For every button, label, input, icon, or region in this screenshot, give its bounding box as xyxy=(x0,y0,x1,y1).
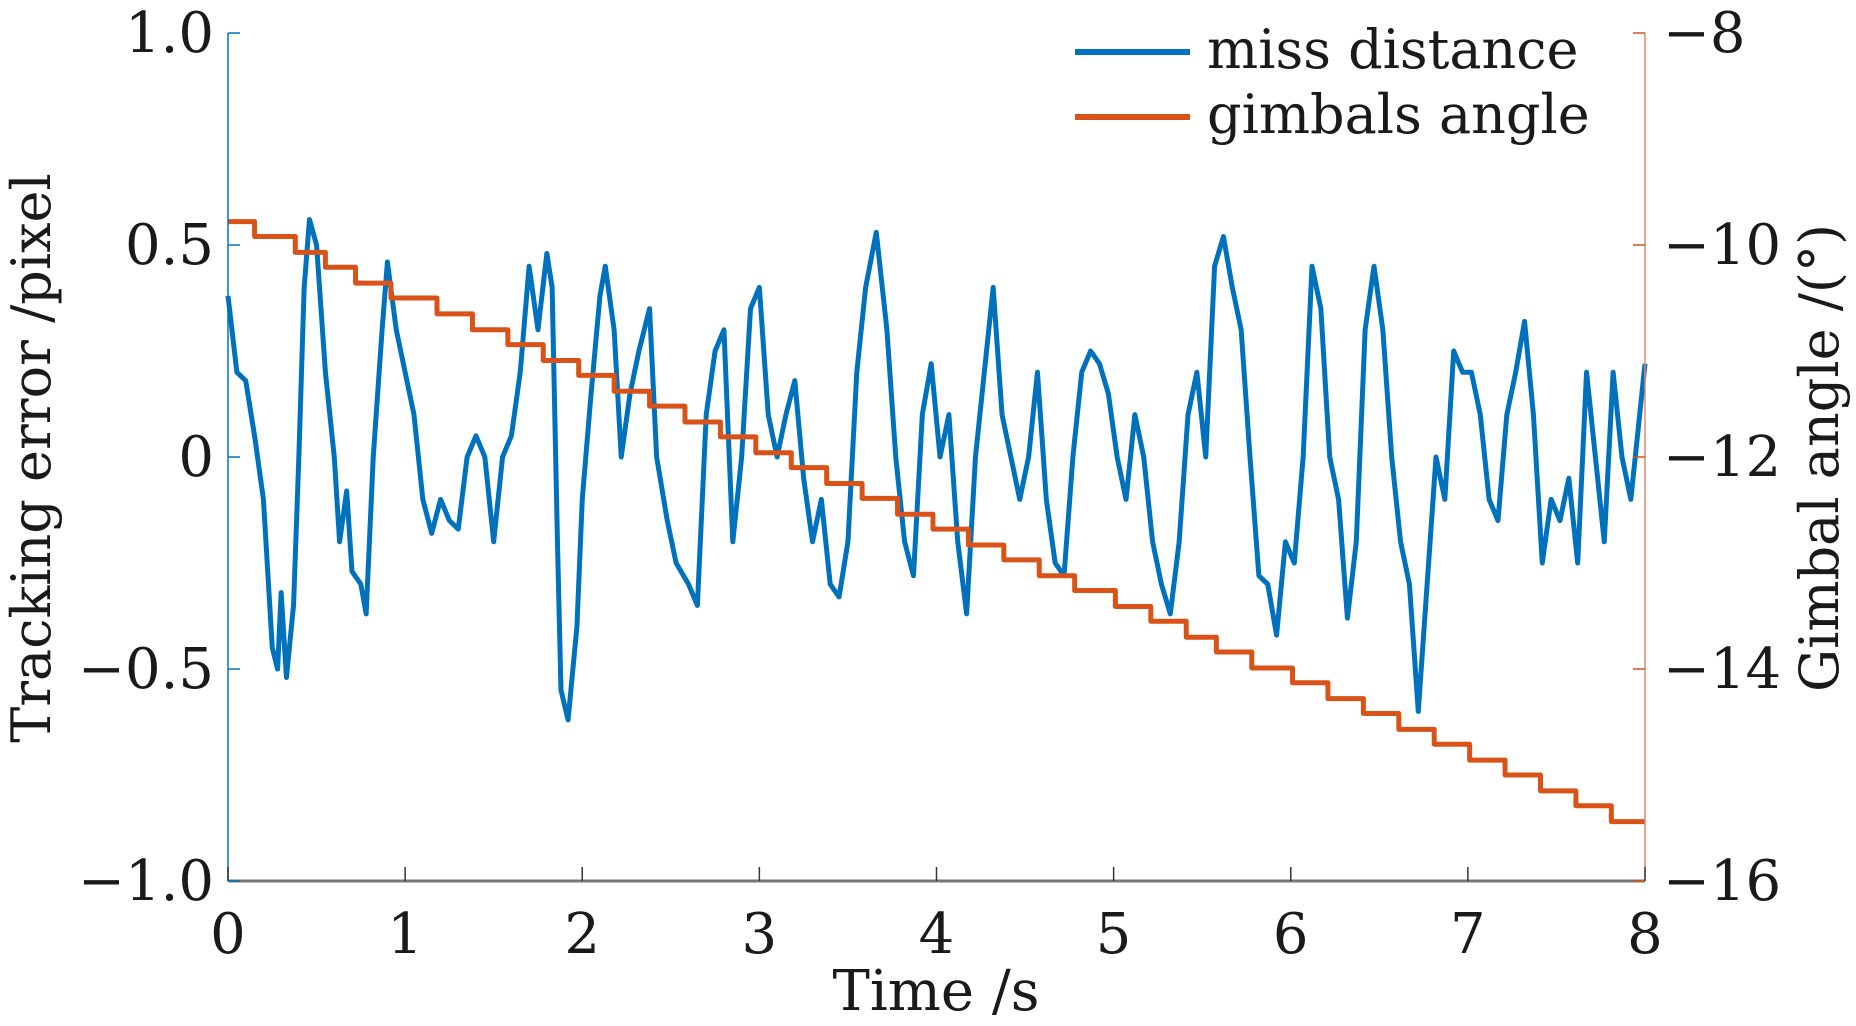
series-line-gimbals-angle xyxy=(228,219,1645,825)
y-left-tick-label: 0.5 xyxy=(125,213,214,278)
x-tick-label: 7 xyxy=(1450,902,1486,967)
series-layer xyxy=(225,217,1648,825)
y-right-tick-label: −16 xyxy=(1663,849,1781,914)
y-right-tick-label: −12 xyxy=(1663,425,1781,490)
x-axis-label: Time /s xyxy=(833,959,1040,1024)
y-right-tick-label: −14 xyxy=(1663,637,1781,702)
x-tick-label: 4 xyxy=(919,902,955,967)
x-tick-label: 6 xyxy=(1273,902,1309,967)
y-right-tick-label: −8 xyxy=(1663,1,1746,66)
y-left-tick-label: −0.5 xyxy=(78,637,214,702)
y-left-tick-label: 1.0 xyxy=(125,1,214,66)
x-tick-label: 8 xyxy=(1627,902,1663,967)
x-tick-label: 5 xyxy=(1096,902,1132,967)
y-right-tick-label: −10 xyxy=(1663,213,1781,278)
x-tick-label: 2 xyxy=(564,902,600,967)
legend: miss distance gimbals angle xyxy=(1075,18,1590,146)
ticks-layer: 0 1 2 3 4 5 6 7 8 1.0 0.5 0 −0.5 −1.0 −8 −10 −12 −14 −16 xyxy=(78,1,1781,967)
y-axis-left-label: Tracking error /pixel xyxy=(0,173,63,743)
x-tick-label: 1 xyxy=(387,902,423,967)
legend-label-gimbals-angle: gimbals angle xyxy=(1207,83,1590,146)
x-tick-label: 0 xyxy=(210,902,246,967)
axes-layer xyxy=(227,33,1646,883)
y-axis-right-label: Gimbal angle /(°) xyxy=(1788,224,1851,692)
y-left-tick-label: 0 xyxy=(178,425,214,490)
y-left-tick-label: −1.0 xyxy=(78,849,214,914)
legend-label-miss-distance: miss distance xyxy=(1207,18,1579,81)
x-tick-label: 3 xyxy=(742,902,778,967)
series-line-miss-distance xyxy=(225,217,1648,723)
